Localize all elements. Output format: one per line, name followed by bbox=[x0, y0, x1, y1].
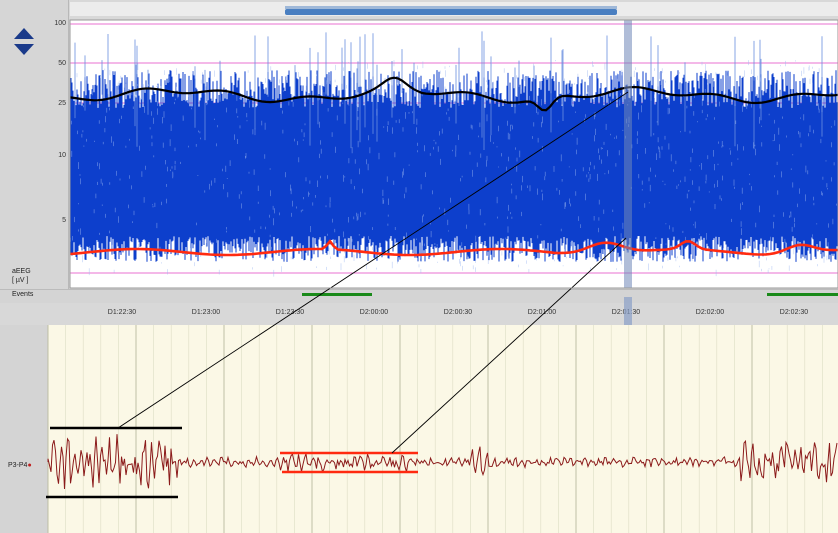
time-tick-label: D2:02:00 bbox=[695, 309, 725, 316]
time-tick-label: D2:02:30 bbox=[779, 309, 809, 316]
time-tick-label: D1:22:30 bbox=[107, 309, 137, 316]
aeeg-axis-label: aEEG bbox=[12, 268, 31, 275]
eeg-channel-label: P3-P4● bbox=[8, 462, 32, 469]
scrollbar-thumb[interactable] bbox=[285, 9, 617, 15]
aeeg-activity-band bbox=[69, 31, 838, 277]
events-label: Events bbox=[12, 291, 34, 298]
y-tick-label: 50 bbox=[58, 60, 66, 67]
aeeg-plot-border bbox=[69, 19, 838, 289]
time-cursor[interactable] bbox=[624, 20, 632, 288]
eeg-channel-gutter bbox=[0, 325, 48, 533]
channel-name: P3-P4 bbox=[8, 462, 28, 469]
y-tick-label: 25 bbox=[58, 100, 66, 107]
aeeg-upper-margin-trace bbox=[69, 76, 838, 112]
aeeg-band-core bbox=[70, 108, 838, 236]
event-marker[interactable] bbox=[302, 293, 372, 296]
time-tick-label: D1:23:00 bbox=[191, 309, 221, 316]
aeeg-unit-label: [ µV ] bbox=[12, 277, 29, 284]
aeeg-lower-activity bbox=[69, 234, 838, 262]
aeeg-lower-margin-trace bbox=[69, 239, 838, 257]
scale-up-arrow-icon[interactable] bbox=[14, 28, 34, 39]
aeeg-speckle bbox=[69, 60, 837, 277]
time-cursor-axis bbox=[624, 297, 632, 325]
upper-margin-connector-line bbox=[117, 91, 629, 429]
y-tick-label: 5 bbox=[62, 217, 66, 224]
lower-margin-connector-line bbox=[391, 237, 627, 454]
eeg-waveform-trace bbox=[47, 434, 838, 490]
time-tick-label: D1:23:30 bbox=[275, 309, 305, 316]
time-tick-label: D2:01:00 bbox=[527, 309, 557, 316]
event-marker[interactable] bbox=[767, 293, 838, 296]
time-tick-label: D2:00:30 bbox=[443, 309, 473, 316]
channel-marker-icon: ● bbox=[27, 462, 32, 469]
y-tick-label: 100 bbox=[54, 20, 66, 27]
scrollbar-thumb-highlight bbox=[285, 6, 617, 9]
time-tick-label: D2:00:00 bbox=[359, 309, 389, 316]
y-tick-label: 10 bbox=[58, 152, 66, 159]
scale-down-arrow-icon[interactable] bbox=[14, 44, 34, 55]
amplitude-control-panel bbox=[0, 0, 69, 290]
